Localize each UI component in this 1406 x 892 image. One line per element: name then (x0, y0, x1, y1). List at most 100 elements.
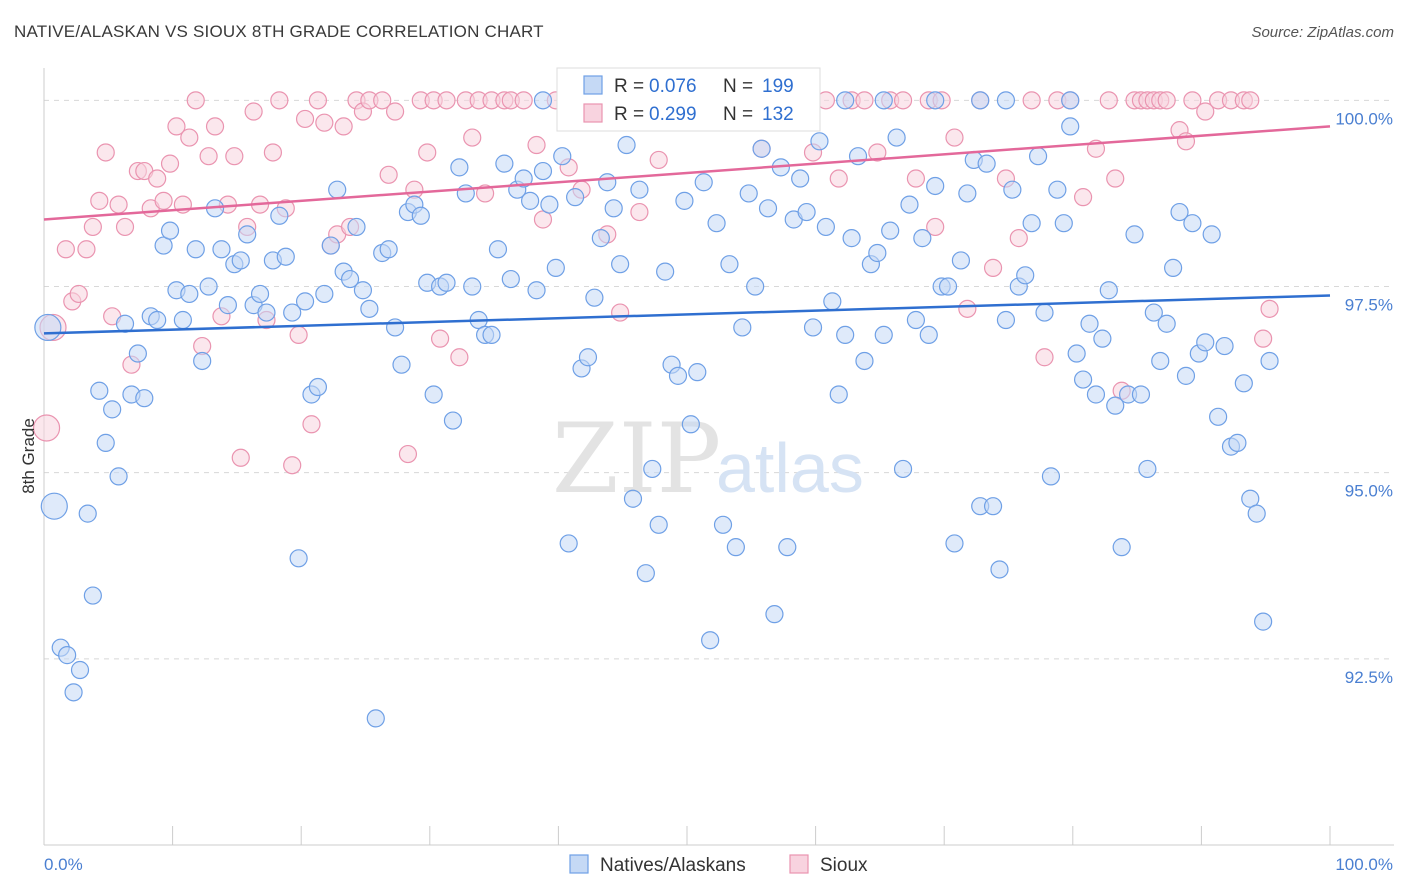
natives-point (810, 132, 829, 151)
natives-point (559, 534, 578, 553)
natives-point (34, 313, 62, 342)
natives-point (617, 135, 636, 155)
sioux-point (379, 165, 398, 184)
natives-point (1170, 202, 1189, 222)
sioux-point (308, 91, 328, 110)
natives-point (887, 128, 906, 147)
natives-point (1144, 303, 1163, 322)
legend-label-sioux: Sioux (820, 855, 868, 876)
natives-point (1202, 225, 1221, 244)
stats-n-value-2: 132 (762, 104, 794, 125)
sioux-point (270, 91, 289, 110)
natives-point (321, 236, 340, 255)
natives-point (64, 683, 83, 702)
natives-point (1138, 459, 1157, 479)
natives-point (1209, 407, 1228, 426)
natives-point (411, 206, 430, 225)
natives-point (900, 195, 919, 214)
natives-point (836, 91, 855, 110)
natives-point (463, 277, 482, 296)
natives-point (482, 325, 501, 345)
natives-point (1112, 538, 1131, 557)
natives-point (109, 467, 128, 486)
natives-point (193, 351, 212, 371)
natives-point (1048, 180, 1067, 199)
sioux-point (893, 91, 913, 110)
sioux-point (1241, 91, 1260, 110)
natives-point (1016, 266, 1035, 285)
chart-title: NATIVE/ALASKAN VS SIOUX 8TH GRADE CORREL… (14, 22, 544, 41)
natives-point (752, 139, 771, 158)
natives-point (720, 255, 739, 274)
natives-point (360, 299, 379, 318)
x-tick-label-end: 100.0% (1335, 855, 1393, 874)
sioux-trend-line (43, 125, 1331, 221)
natives-point (488, 240, 508, 259)
natives-point (366, 709, 385, 728)
sioux-point (906, 169, 926, 188)
natives-point (675, 191, 694, 210)
sioux-point (868, 143, 887, 162)
sioux-point (244, 102, 263, 121)
y-tick-labels: 92.5% 95.0% 97.5% 100.0% (1335, 109, 1393, 686)
natives-point (707, 214, 726, 233)
natives-point (926, 91, 945, 110)
natives-point (977, 154, 996, 173)
natives-point (1125, 225, 1144, 244)
sioux-point (1073, 188, 1093, 207)
sioux-point (263, 143, 283, 162)
sioux-point (1183, 91, 1202, 110)
sioux-point (630, 202, 649, 222)
natives-point (758, 199, 778, 218)
natives-point (913, 229, 932, 248)
natives-point (983, 497, 1003, 516)
natives-point (990, 560, 1009, 579)
natives-points (34, 91, 1279, 728)
natives-point (945, 534, 964, 553)
stats-r-label-2: R = (614, 104, 644, 125)
sioux-point (56, 240, 75, 259)
sioux-point (463, 128, 482, 147)
sioux-point (283, 456, 302, 475)
natives-point (1003, 180, 1022, 199)
sioux-point (450, 348, 469, 367)
natives-point (533, 161, 553, 181)
sioux-point (373, 91, 392, 110)
natives-point (1067, 344, 1086, 363)
sioux-point (1157, 91, 1176, 110)
sioux-point (77, 240, 96, 259)
y-axis-label: 8th Grade (19, 418, 38, 494)
natives-point (495, 154, 514, 173)
sioux-point (514, 91, 533, 110)
sioux-point (1260, 299, 1279, 318)
sioux-point (437, 91, 456, 110)
stats-n-label-2: N = (723, 104, 753, 125)
natives-point (996, 310, 1016, 330)
natives-trend-line (43, 294, 1331, 335)
sioux-point (32, 414, 61, 442)
natives-point (276, 247, 295, 266)
natives-point (656, 262, 675, 281)
natives-point (591, 229, 610, 248)
natives-point (96, 433, 115, 452)
natives-point (443, 411, 463, 430)
natives-point (1093, 329, 1112, 348)
sioux-point (1009, 229, 1028, 248)
natives-point (1176, 366, 1196, 385)
natives-point (379, 240, 398, 259)
natives-point (1086, 385, 1106, 404)
sioux-point (186, 91, 205, 110)
y-tick-label: 92.5% (1345, 668, 1393, 687)
stats-legend: R = 0.076 N = 199 R = 0.299 N = 132 (556, 67, 821, 132)
natives-point (971, 91, 990, 110)
stats-r-label-1: R = (614, 76, 644, 97)
natives-point (283, 303, 302, 322)
natives-point (919, 325, 938, 345)
natives-point (701, 631, 720, 650)
natives-point (874, 91, 893, 110)
natives-point (816, 217, 835, 237)
natives-point (1131, 385, 1151, 404)
natives-point (328, 180, 347, 199)
y-tick-label: 100.0% (1335, 109, 1393, 128)
sioux-point (1099, 91, 1118, 110)
